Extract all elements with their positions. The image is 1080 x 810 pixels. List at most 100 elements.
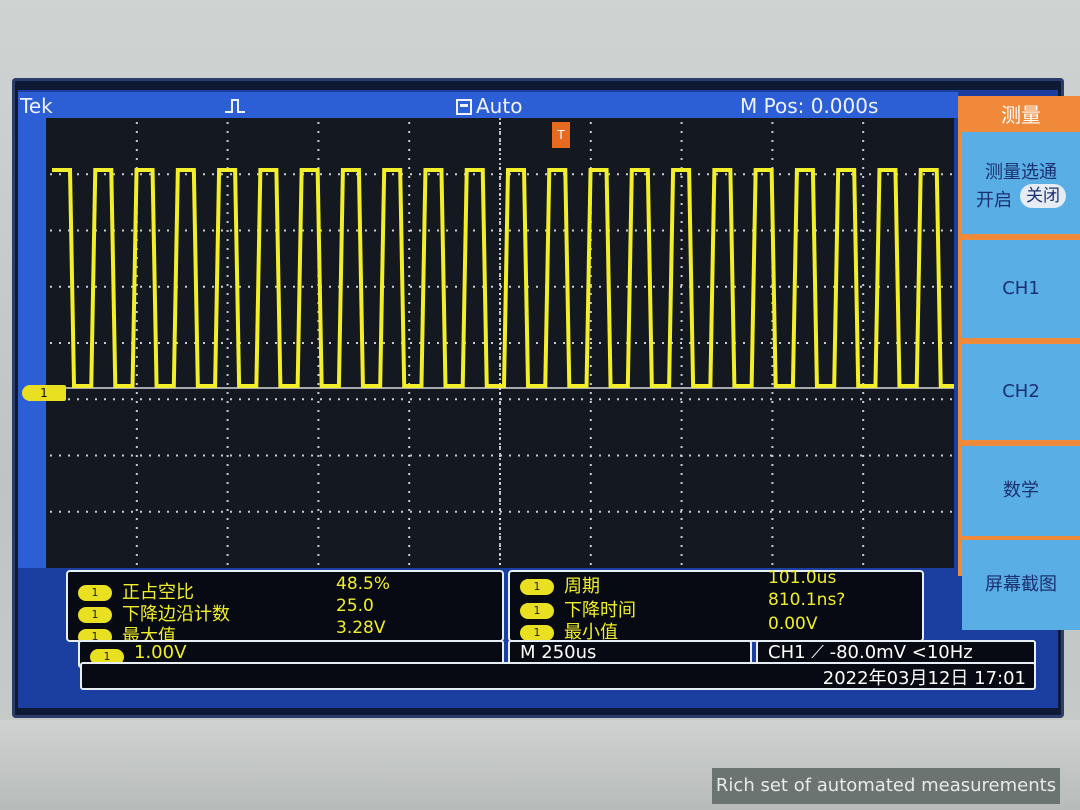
grid-dot [815, 510, 817, 513]
grid-dot [589, 338, 592, 340]
grid-dot [771, 401, 774, 403]
grid-dot [135, 365, 138, 367]
grid-dot [95, 454, 97, 457]
grid-dot [317, 158, 320, 160]
grid-dot [770, 285, 772, 288]
grid-dot [293, 342, 295, 344]
trigger-position-marker[interactable]: T [552, 122, 570, 148]
grid-dot [203, 173, 205, 176]
measure-gating-button[interactable]: 测量选通 开启 关闭 [962, 132, 1080, 234]
math-button[interactable]: 数学 [962, 446, 1080, 536]
grid-dot [311, 285, 313, 288]
toggle-on-label[interactable]: 开启 [976, 190, 1012, 211]
grid-dot [356, 398, 358, 401]
measurement-name: 周期 [564, 576, 600, 597]
grid-dot [589, 410, 592, 412]
grid-dot [806, 173, 808, 176]
grid-dot [131, 398, 133, 401]
m-pos-readout: M Pos: 0.000s [740, 94, 879, 118]
grid-dot [122, 173, 124, 176]
grid-dot [226, 185, 229, 187]
grid-dot [698, 229, 700, 232]
screenshot-button[interactable]: 屏幕截图 [962, 540, 1080, 630]
grid-dot [680, 401, 683, 403]
grid-dot [275, 285, 277, 288]
grid-dot [419, 454, 421, 457]
grid-dot [317, 383, 320, 385]
grid-dot [771, 545, 774, 547]
grid-dot [761, 229, 763, 232]
grid-dot [365, 229, 367, 232]
grid-dot [293, 229, 295, 232]
ch2-button[interactable]: CH2 [962, 344, 1080, 440]
grid-dot [680, 563, 683, 565]
ch1-badge: 1 [90, 649, 124, 665]
toggle-off-label[interactable]: 关闭 [1020, 184, 1066, 208]
ch1-badge: 1 [78, 585, 112, 601]
grid-dot [408, 338, 411, 340]
grid-dot [590, 285, 592, 288]
grid-dot [437, 173, 439, 176]
grid-dot [797, 454, 799, 457]
grid-dot [680, 510, 682, 513]
grid-dot [680, 131, 683, 133]
grid-dot [311, 510, 313, 513]
grid-dot [226, 410, 229, 412]
ch1-ground-marker[interactable]: 1 [22, 385, 66, 401]
grid-dot [860, 342, 862, 344]
grid-dot [408, 185, 411, 187]
grid-dot [347, 510, 349, 513]
grid-dot [473, 173, 475, 176]
grid-dot [185, 510, 187, 513]
grid-dot [499, 365, 501, 367]
grid-dot [135, 419, 138, 421]
grid-dot [408, 392, 411, 394]
grid-dot [113, 398, 115, 401]
grid-dot [589, 383, 592, 385]
grid-dot [771, 383, 774, 385]
grid-dot [563, 454, 565, 457]
grid-dot [317, 464, 320, 466]
grid-dot [860, 510, 862, 513]
grid-dot [248, 173, 250, 176]
grid-dot [680, 257, 683, 259]
grid-dot [176, 398, 178, 401]
grid-dot [135, 446, 138, 448]
grid-dot [788, 173, 790, 176]
grid-dot [185, 454, 187, 457]
grid-dot [167, 285, 169, 288]
grid-dot [617, 342, 619, 344]
grid-dot [887, 454, 889, 457]
grid-dot [230, 510, 232, 513]
grid-dot [131, 454, 133, 457]
grid-dot [311, 229, 313, 232]
grid-dot [226, 140, 229, 142]
grid-dot [707, 173, 709, 176]
acquire-icon [456, 96, 472, 120]
grid-dot [437, 454, 439, 457]
grid-dot [761, 454, 763, 457]
grid-dot [905, 342, 907, 344]
grid-dot [203, 510, 205, 513]
grid-dot [878, 454, 880, 457]
grid-dot [653, 342, 655, 344]
grid-dot [905, 285, 907, 288]
grid-dot [499, 131, 501, 133]
grid-dot [862, 518, 865, 520]
grid-dot [365, 510, 367, 513]
grid-dot [589, 554, 592, 556]
measure-gating-label: 测量选通 [985, 162, 1057, 183]
grid-dot [419, 285, 421, 288]
grid-dot [455, 454, 457, 457]
grid-dot [226, 509, 229, 511]
grid-dot [239, 398, 241, 401]
grid-dot [68, 285, 70, 288]
grid-dot [635, 398, 637, 401]
grid-dot [226, 464, 229, 466]
grid-dot [317, 320, 320, 322]
grid-dot [135, 347, 138, 349]
grid-dot [887, 285, 889, 288]
ch1-button[interactable]: CH1 [962, 240, 1080, 338]
grid-dot [599, 173, 601, 176]
grid-dot [491, 285, 493, 288]
